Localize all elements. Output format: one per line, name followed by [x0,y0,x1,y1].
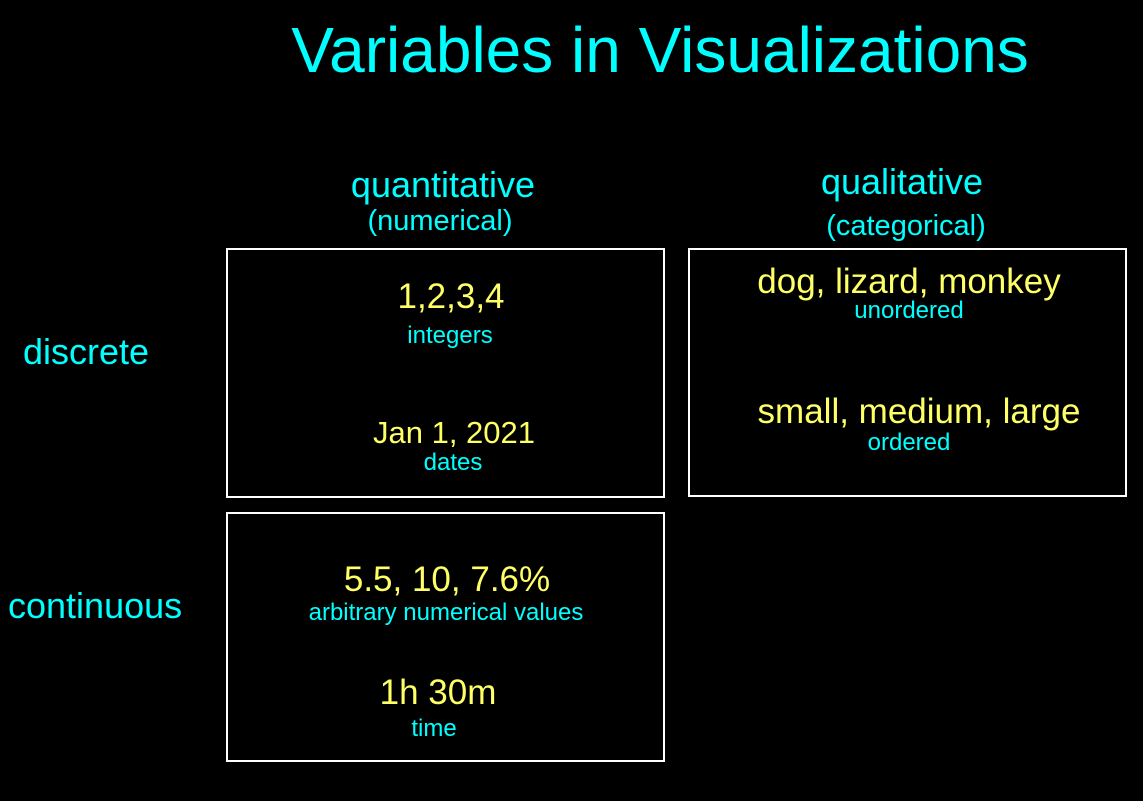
row-label-discrete: discrete [23,331,150,372]
cell-continuous-quantitative [226,512,665,762]
cell-note: integers [407,322,493,349]
column-subheading-quantitative: (numerical) [367,205,513,237]
cell-note: time [411,715,457,742]
cell-discrete-quantitative [226,248,665,498]
column-heading-quantitative: quantitative [350,164,536,205]
slide-title: Variables in Visualizations [291,14,1029,86]
column-subheading-qualitative: (categorical) [826,210,986,242]
cell-note: dates [423,449,483,476]
cell-value: dog, lizard, monkey [757,262,1061,301]
cell-discrete-qualitative [688,248,1127,497]
column-heading-qualitative: qualitative [820,161,984,202]
row-label-continuous: continuous [8,585,183,626]
cell-note: arbitrary numerical values [308,599,584,626]
cell-value: 1h 30m [379,673,497,712]
cell-value: 5.5, 10, 7.6% [343,560,551,599]
cell-note: unordered [854,297,964,324]
cell-value: 1,2,3,4 [397,277,505,316]
cell-value: Jan 1, 2021 [372,415,536,450]
cell-value: small, medium, large [757,392,1081,431]
cell-note: ordered [867,429,951,456]
